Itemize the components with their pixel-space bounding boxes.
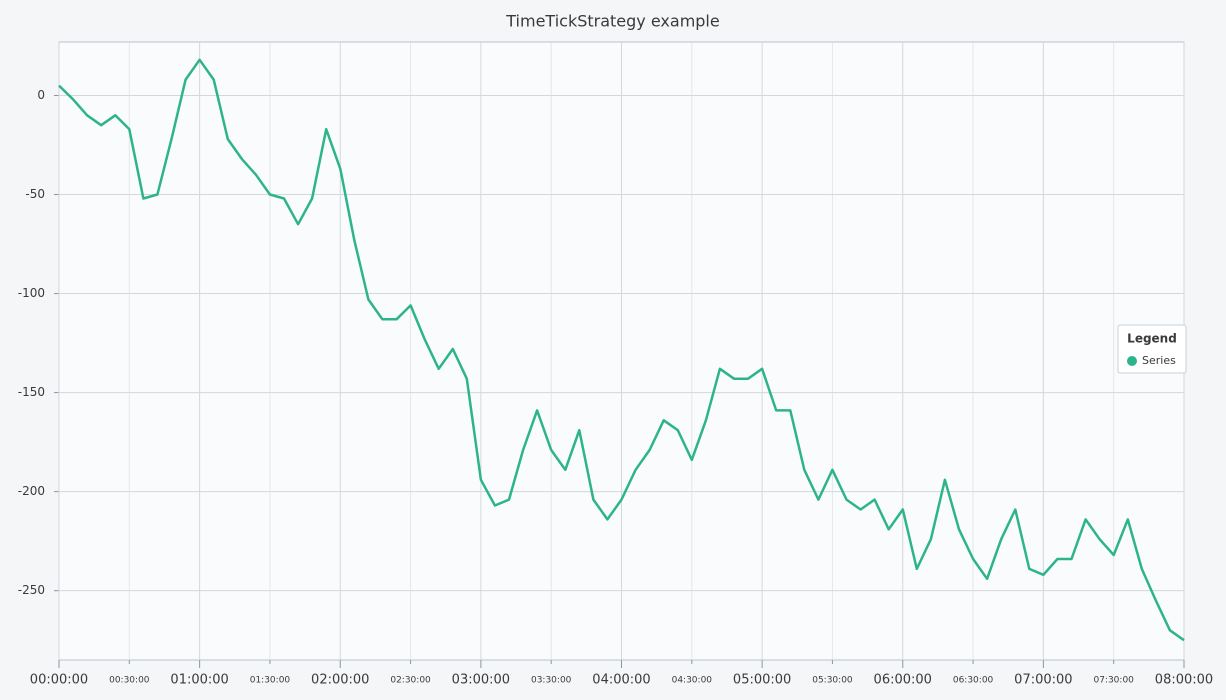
legend-marker (1127, 356, 1137, 366)
chart-title: TimeTickStrategy example (505, 12, 719, 31)
x-tick-label: 02:30:00 (390, 676, 431, 686)
x-tick-label: 04:00:00 (592, 673, 650, 688)
x-tick-label: 02:00:00 (311, 673, 369, 688)
x-tick-label: 08:00:00 (1155, 673, 1213, 688)
x-tick-label: 01:30:00 (250, 676, 291, 686)
x-tick-label: 07:30:00 (1093, 676, 1134, 686)
y-tick-label: -50 (25, 187, 45, 201)
y-tick-label: -150 (18, 385, 45, 399)
x-tick-label: 05:30:00 (812, 676, 853, 686)
x-tick-label: 03:30:00 (531, 676, 572, 686)
legend-label: Series (1142, 354, 1176, 367)
x-tick-label: 04:30:00 (672, 676, 713, 686)
x-tick-label: 05:00:00 (733, 673, 791, 688)
y-tick-label: -200 (18, 484, 45, 498)
x-tick-label: 01:00:00 (170, 673, 228, 688)
series-line (58, 58, 1185, 642)
x-tick-label: 06:30:00 (953, 676, 994, 686)
x-tick-label: 00:30:00 (109, 676, 150, 686)
x-tick-label: 03:00:00 (452, 673, 510, 688)
x-tick-label: 06:00:00 (874, 673, 932, 688)
x-tick-label: 00:00:00 (30, 673, 88, 688)
y-tick-label: -250 (18, 583, 45, 597)
x-tick-label: 07:00:00 (1014, 673, 1072, 688)
y-tick-label: 0 (37, 88, 45, 102)
y-tick-label: -100 (18, 286, 45, 300)
legend-title: Legend (1127, 332, 1177, 346)
